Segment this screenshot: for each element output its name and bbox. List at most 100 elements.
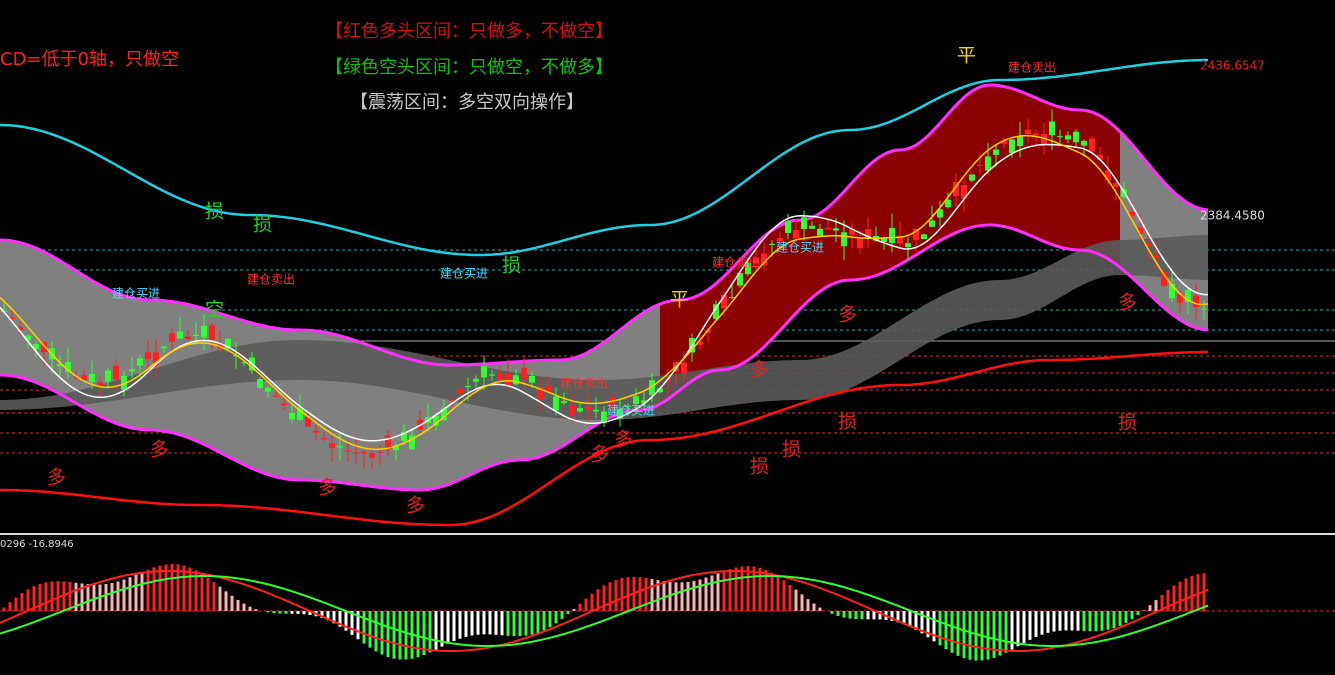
stop-mark: 损 (750, 456, 769, 478)
candle-body (537, 387, 543, 400)
stop-mark: 损 (782, 439, 801, 461)
candle-body (841, 232, 847, 247)
candle-body (169, 333, 175, 342)
candle-body (593, 409, 599, 412)
candle-body (1161, 271, 1167, 287)
macd-values: 0296 -16.8946 (0, 539, 74, 550)
price-label: 2436.6547 (1200, 59, 1265, 73)
candle-body (361, 451, 367, 454)
candle-body (617, 409, 623, 419)
candle-body (561, 401, 567, 403)
candle-body (1097, 154, 1103, 160)
macd-rule: CD=低于0轴，只做空 (0, 49, 179, 70)
long-mark: 多 (614, 429, 633, 451)
candle-body (729, 297, 735, 299)
candle-body (905, 243, 911, 248)
candle-body (1073, 131, 1079, 143)
candle-body (817, 228, 823, 236)
candle-body (305, 417, 311, 427)
candle-body (753, 257, 759, 264)
long-mark: 多 (47, 467, 66, 489)
candle-body (145, 352, 151, 360)
candle-body (337, 446, 343, 448)
candle-body (833, 228, 839, 231)
flat-mark: 平 (957, 45, 976, 67)
candle-body (265, 387, 271, 392)
candle-body (177, 331, 183, 339)
buy-signal: 建仓买进 (440, 267, 488, 281)
candle-body (329, 443, 335, 449)
price-label: 2384.4580 (1200, 209, 1265, 223)
sell-signal: 建仓卖出 (560, 377, 608, 391)
candle-body (201, 325, 207, 338)
candle-body (969, 174, 975, 181)
candle-body (633, 396, 639, 404)
candle-body (609, 397, 615, 411)
candle-body (297, 407, 303, 420)
stop-mark: 损 (205, 201, 224, 223)
candle-body (25, 335, 31, 341)
long-mark: 多 (318, 477, 337, 499)
candle-body (809, 225, 815, 229)
candle-body (1057, 136, 1063, 138)
candle-body (1129, 212, 1135, 217)
stop-mark: 损 (502, 255, 521, 277)
stop-mark: 损 (838, 411, 857, 433)
buy-signal: 建仓买进 (112, 287, 160, 301)
candle-body (289, 412, 295, 420)
candle-body (393, 445, 399, 451)
candle-body (513, 375, 519, 385)
candle-body (521, 367, 527, 379)
candle-body (41, 342, 47, 353)
candle-body (1169, 283, 1175, 299)
candle-body (985, 156, 991, 171)
stop-mark: 损 (253, 214, 272, 236)
long-mark: 多 (150, 439, 169, 461)
cyan-line (0, 58, 1208, 257)
candle-body (73, 376, 79, 378)
flat-mark: 平 (670, 289, 689, 311)
short-mark: 空 (205, 299, 224, 321)
candle-body (889, 228, 895, 243)
long-mark: 多 (590, 444, 609, 466)
candle-body (681, 362, 687, 374)
candle-body (857, 237, 863, 249)
candle-body (489, 374, 495, 376)
candle-body (225, 338, 231, 349)
candle-body (273, 395, 279, 397)
inner-band (0, 235, 1208, 420)
buy-signal: 建仓买进 (776, 241, 824, 255)
candle-body (129, 369, 135, 372)
red-zone-note: 【红色多头区间：只做多，不做空】 (325, 21, 613, 42)
candle-body (497, 373, 503, 381)
candle-body (993, 149, 999, 155)
candle-body (161, 346, 167, 349)
candle-body (737, 273, 743, 286)
candle-body (409, 435, 415, 450)
candles (1, 109, 1207, 469)
candle-body (209, 325, 215, 340)
candle-body (777, 237, 783, 242)
candle-body (449, 400, 455, 402)
candle-body (641, 400, 647, 404)
candle-body (345, 450, 351, 452)
candle-body (1081, 140, 1087, 146)
candle-body (33, 343, 39, 350)
candle-body (865, 229, 871, 240)
candle-body (721, 294, 727, 309)
candle-body (1017, 136, 1023, 147)
candle-body (1001, 140, 1007, 144)
candle-body (625, 405, 631, 407)
candle-body (649, 380, 655, 396)
candle-body (1025, 129, 1031, 135)
candle-body (57, 363, 63, 367)
candle-body (313, 430, 319, 433)
sell-signal: 建仓卖出 (712, 256, 760, 270)
long-mark: 多 (838, 304, 857, 326)
candle-body (1089, 138, 1095, 152)
candle-body (153, 352, 159, 366)
candle-body (601, 411, 607, 424)
candle-body (961, 185, 967, 199)
candle-body (769, 243, 775, 245)
